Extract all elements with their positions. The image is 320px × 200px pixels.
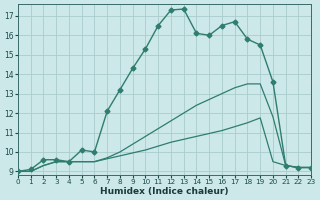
X-axis label: Humidex (Indice chaleur): Humidex (Indice chaleur) — [100, 187, 229, 196]
